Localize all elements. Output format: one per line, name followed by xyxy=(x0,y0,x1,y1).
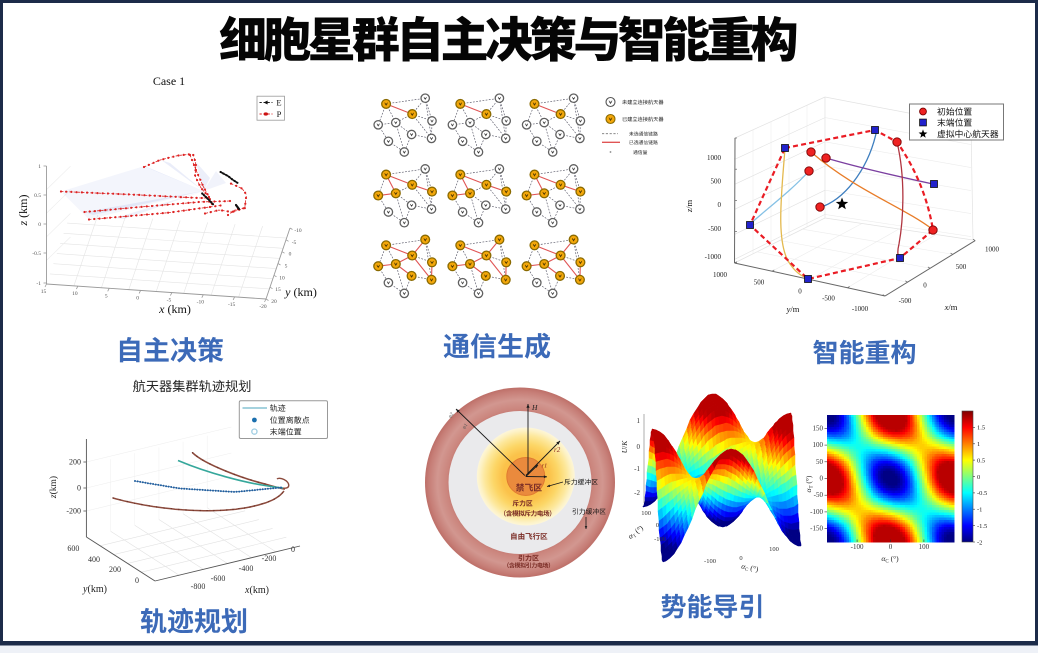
svg-text:100: 100 xyxy=(641,510,651,517)
svg-text:H: H xyxy=(531,403,538,412)
svg-text:1000: 1000 xyxy=(707,154,722,162)
svg-text:0: 0 xyxy=(135,576,139,585)
svg-text:-150: -150 xyxy=(810,525,823,533)
svg-text:-200: -200 xyxy=(262,554,277,563)
svg-text:0: 0 xyxy=(637,443,641,451)
svg-text:50: 50 xyxy=(816,458,824,466)
svg-text:0: 0 xyxy=(889,543,893,551)
svg-text:0: 0 xyxy=(77,484,81,493)
svg-text:x(km): x(km) xyxy=(244,585,269,596)
svg-text:-100: -100 xyxy=(810,508,823,516)
svg-text:z/m: z/m xyxy=(684,199,694,213)
svg-text:400: 400 xyxy=(88,555,100,564)
svg-text:0: 0 xyxy=(923,282,927,290)
svg-text:600: 600 xyxy=(67,544,79,553)
svg-text:-1.5: -1.5 xyxy=(977,523,987,530)
svg-text:0: 0 xyxy=(136,295,139,301)
svg-text:1000: 1000 xyxy=(985,246,1000,254)
svg-text:-100: -100 xyxy=(654,536,666,543)
svg-text:1: 1 xyxy=(977,441,980,448)
svg-text:-0.5: -0.5 xyxy=(32,251,41,257)
svg-text:150: 150 xyxy=(813,424,824,432)
svg-text:0: 0 xyxy=(820,475,824,483)
svg-text:500: 500 xyxy=(956,263,967,271)
svg-text:αC (°): αC (°) xyxy=(881,554,899,565)
svg-text:r2: r2 xyxy=(554,446,561,454)
svg-text:P: P xyxy=(277,109,282,119)
svg-text:αT (°): αT (°) xyxy=(804,475,815,492)
svg-text:-15: -15 xyxy=(228,302,236,308)
svg-text:y/m: y/m xyxy=(786,304,800,314)
svg-text:-1000: -1000 xyxy=(705,253,722,261)
svg-text:0: 0 xyxy=(977,474,980,481)
svg-text:y(km): y(km) xyxy=(82,584,107,595)
svg-text:-800: -800 xyxy=(191,582,206,591)
svg-text:100: 100 xyxy=(769,546,779,553)
svg-text:1.5: 1.5 xyxy=(977,425,985,432)
svg-text:5: 5 xyxy=(285,264,288,270)
svg-text:x (km): x (km) xyxy=(158,302,191,316)
svg-text:-10: -10 xyxy=(197,300,205,306)
svg-text:-10: -10 xyxy=(294,228,302,234)
svg-text:0.5: 0.5 xyxy=(34,193,41,199)
svg-text:100: 100 xyxy=(813,441,824,449)
svg-text:x/m: x/m xyxy=(944,302,958,312)
svg-text:Case 1: Case 1 xyxy=(153,74,185,88)
svg-text:-500: -500 xyxy=(708,225,721,233)
svg-text:0: 0 xyxy=(291,545,295,554)
svg-text:0.5: 0.5 xyxy=(977,457,985,464)
svg-text:0: 0 xyxy=(289,252,292,258)
svg-text:0: 0 xyxy=(656,522,659,529)
svg-text:-20: -20 xyxy=(259,304,267,310)
svg-text:y (km): y (km) xyxy=(284,285,317,299)
svg-text:0: 0 xyxy=(718,201,722,209)
svg-text:200: 200 xyxy=(69,458,81,467)
svg-text:-2: -2 xyxy=(634,489,640,497)
svg-text:-1000: -1000 xyxy=(852,305,869,313)
svg-text:-500: -500 xyxy=(899,297,912,305)
svg-text:5: 5 xyxy=(105,293,108,299)
svg-text:500: 500 xyxy=(711,178,722,186)
svg-text:E: E xyxy=(276,97,281,107)
svg-text:15: 15 xyxy=(275,287,281,293)
svg-text:200: 200 xyxy=(109,565,121,574)
svg-text:-600: -600 xyxy=(211,574,226,583)
svg-text:-1: -1 xyxy=(977,507,982,514)
svg-text:-400: -400 xyxy=(239,564,254,573)
svg-text:-1: -1 xyxy=(36,281,41,287)
svg-text:10: 10 xyxy=(279,275,285,281)
svg-text:15: 15 xyxy=(41,289,47,295)
svg-text:-1: -1 xyxy=(634,465,640,473)
svg-text:-200: -200 xyxy=(66,507,81,516)
svg-text:1: 1 xyxy=(637,417,641,425)
svg-text:-50: -50 xyxy=(814,491,824,499)
svg-text:100: 100 xyxy=(919,543,930,551)
svg-text:1: 1 xyxy=(38,164,41,170)
svg-text:r1: r1 xyxy=(542,463,548,470)
svg-text:z(km): z(km) xyxy=(48,476,59,499)
svg-text:-100: -100 xyxy=(851,543,864,551)
svg-text:0: 0 xyxy=(798,288,802,296)
svg-text:-2: -2 xyxy=(977,539,982,546)
svg-text:10: 10 xyxy=(72,291,78,297)
svg-text:U/K: U/K xyxy=(620,440,629,454)
svg-text:0: 0 xyxy=(38,222,41,228)
svg-text:-5: -5 xyxy=(292,240,297,246)
svg-text:-100: -100 xyxy=(704,558,716,565)
svg-text:z (km): z (km) xyxy=(16,194,30,226)
svg-text:-0.5: -0.5 xyxy=(977,490,987,497)
svg-text:-500: -500 xyxy=(822,295,835,303)
svg-text:500: 500 xyxy=(754,279,765,287)
svg-text:20: 20 xyxy=(271,299,277,305)
svg-text:1000: 1000 xyxy=(713,271,728,279)
